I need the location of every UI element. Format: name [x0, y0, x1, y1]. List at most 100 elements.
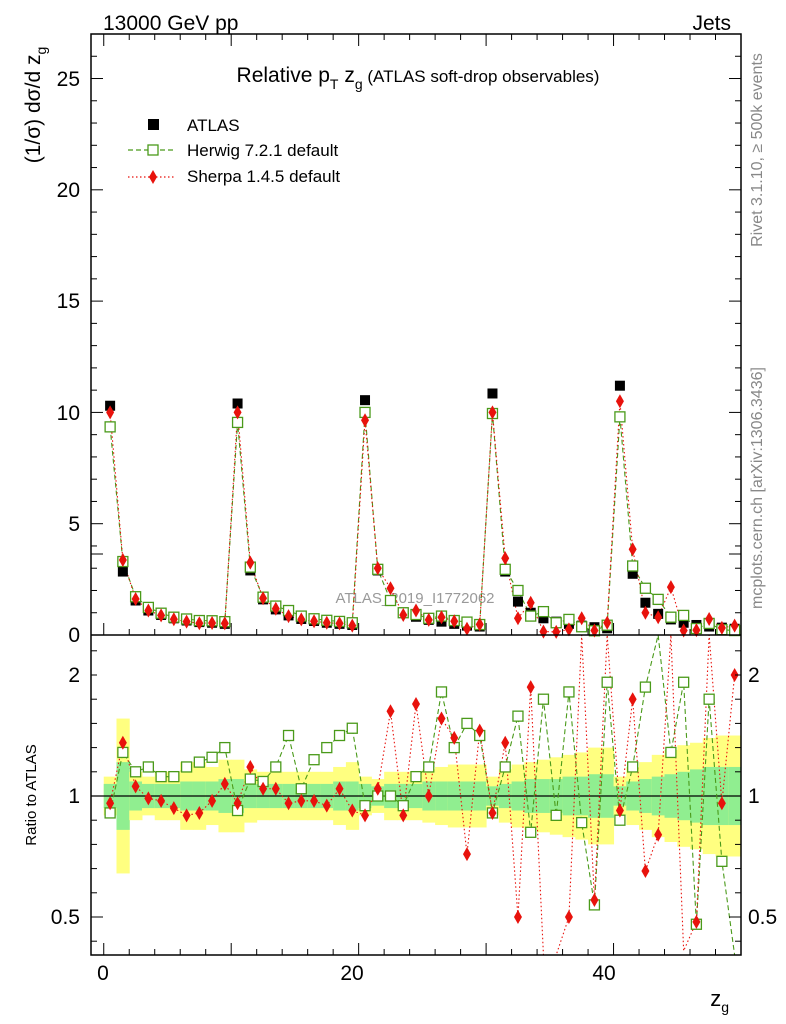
top-data-point-sherpa	[386, 581, 395, 596]
ratio-data-point-sherpa	[118, 735, 127, 750]
top-data-point-atlas	[678, 617, 689, 628]
ratio-y-tick-label-left: 0.5	[51, 906, 80, 929]
top-data-point-sherpa	[475, 617, 484, 632]
ratio-data-point-herwig	[155, 770, 167, 783]
top-series-line-sherpa	[109, 401, 735, 633]
ratio-data-point-sherpa	[259, 781, 268, 796]
top-panel-series	[104, 380, 741, 639]
header-category-label: Jets	[692, 12, 731, 35]
top-data-point-atlas	[640, 597, 651, 608]
top-data-point-sherpa	[335, 616, 344, 631]
ratio-panel-series	[104, 634, 739, 956]
top-data-point-sherpa	[144, 603, 153, 618]
ratio-data-point-herwig	[410, 770, 422, 783]
ratio-data-point-sherpa	[157, 793, 166, 808]
ratio-data-point-sherpa	[271, 781, 280, 796]
analysis-watermark: ATLAS_2019_I1772062	[335, 590, 494, 607]
x-tick-label: 20	[340, 962, 363, 985]
ratio-data-point-sherpa	[590, 893, 599, 908]
ratio-y-tick-label-left: 2	[68, 664, 80, 687]
top-data-point-sherpa	[195, 616, 204, 631]
top-data-point-sherpa	[246, 555, 255, 570]
ratio-data-point-herwig	[206, 751, 218, 763]
legend-marker-atlas	[148, 119, 159, 130]
legend-marker-sherpa	[149, 170, 157, 184]
top-y-tick-label: 10	[57, 402, 80, 425]
top-data-point-sherpa	[437, 610, 446, 625]
ratio-uncertainty-bands	[91, 718, 742, 874]
ratio-y-tick-label-left: 1	[68, 785, 80, 808]
top-data-point-sherpa	[208, 615, 217, 630]
top-data-point-sherpa	[705, 611, 714, 626]
top-y-tick-label: 15	[57, 290, 80, 313]
ratio-y-tick-label-right: 1	[748, 785, 760, 808]
legend-entry-atlas: ATLAS	[148, 116, 240, 135]
top-data-point-sherpa	[399, 607, 408, 622]
top-y-axis-label-sub: g	[33, 47, 49, 55]
top-data-point-atlas	[614, 380, 625, 391]
ratio-data-point-herwig	[168, 770, 180, 783]
top-data-point-sherpa	[131, 591, 140, 606]
top-data-point-sherpa	[666, 580, 675, 595]
ratio-data-point-sherpa	[131, 779, 140, 794]
top-data-point-sherpa	[361, 413, 370, 428]
chart-title-sub1: T	[330, 76, 339, 92]
ratio-data-point-herwig	[308, 754, 320, 766]
ratio-data-point-sherpa	[628, 692, 637, 707]
ratio-data-point-herwig	[576, 816, 588, 829]
top-data-point-sherpa	[220, 616, 229, 631]
top-data-point-sherpa	[488, 405, 497, 420]
top-data-point-herwig	[499, 563, 511, 575]
ratio-data-point-sherpa	[526, 680, 535, 695]
top-data-point-herwig	[104, 421, 116, 433]
top-data-point-sherpa	[526, 595, 535, 610]
top-y-tick-label: 5	[68, 513, 80, 536]
ratio-y-axis-label: Ratio to ATLAS	[23, 744, 40, 845]
rivet-version-label: Rivet 3.1.10, ≥ 500k events	[749, 53, 766, 247]
chart-title-main: Relative p	[237, 64, 330, 87]
ratio-data-point-sherpa	[564, 910, 573, 924]
top-data-point-sherpa	[654, 610, 663, 625]
ratio-data-point-herwig	[716, 855, 728, 867]
ratio-data-point-sherpa	[208, 793, 217, 808]
top-data-point-herwig	[639, 582, 652, 594]
top-y-axis-label-main: (1/σ) dσ/d z	[22, 55, 45, 164]
top-data-point-sherpa	[182, 614, 191, 629]
top-data-point-sherpa	[297, 612, 306, 627]
ratio-data-point-herwig	[601, 676, 613, 688]
legend-label-sherpa: Sherpa 1.4.5 default	[187, 167, 340, 186]
top-data-point-herwig	[614, 411, 626, 423]
legend-entry-herwig: Herwig 7.2.1 default	[128, 141, 338, 160]
ratio-data-point-sherpa	[284, 796, 293, 811]
top-data-point-sherpa	[539, 624, 548, 639]
ratio-data-point-sherpa	[513, 910, 522, 924]
ratio-data-point-herwig	[537, 693, 550, 705]
top-data-point-sherpa	[603, 615, 612, 630]
ratio-data-point-herwig	[550, 809, 562, 822]
top-data-point-herwig	[652, 593, 664, 606]
top-data-point-herwig	[677, 609, 690, 622]
top-data-point-atlas	[360, 395, 371, 406]
ratio-data-point-sherpa	[169, 801, 178, 816]
top-data-point-sherpa	[169, 612, 178, 627]
ratio-data-point-herwig	[525, 826, 537, 838]
chart-title: Relative pT zg (ATLAS soft-drop observab…	[237, 64, 600, 92]
top-data-point-sherpa	[271, 601, 280, 616]
top-data-point-sherpa	[412, 603, 420, 618]
ratio-data-point-sherpa	[424, 789, 433, 803]
ratio-data-point-herwig	[219, 741, 231, 754]
plot-frame	[90, 33, 742, 956]
ratio-data-point-sherpa	[220, 776, 229, 791]
top-data-point-sherpa	[322, 615, 331, 630]
ratio-data-point-sherpa	[246, 759, 255, 774]
ratio-data-point-sherpa	[182, 808, 191, 823]
x-tick-labels: 0 20 40	[97, 962, 616, 985]
ratio-data-point-sherpa	[717, 796, 726, 811]
top-data-point-sherpa	[615, 394, 624, 409]
top-data-point-sherpa	[513, 611, 522, 626]
header-energy-label: 13000 GeV pp	[103, 12, 238, 35]
x-tick-label: 40	[592, 962, 615, 985]
ratio-data-point-herwig	[270, 761, 282, 773]
ratio-data-point-herwig	[435, 686, 448, 698]
top-data-point-herwig	[384, 594, 397, 607]
